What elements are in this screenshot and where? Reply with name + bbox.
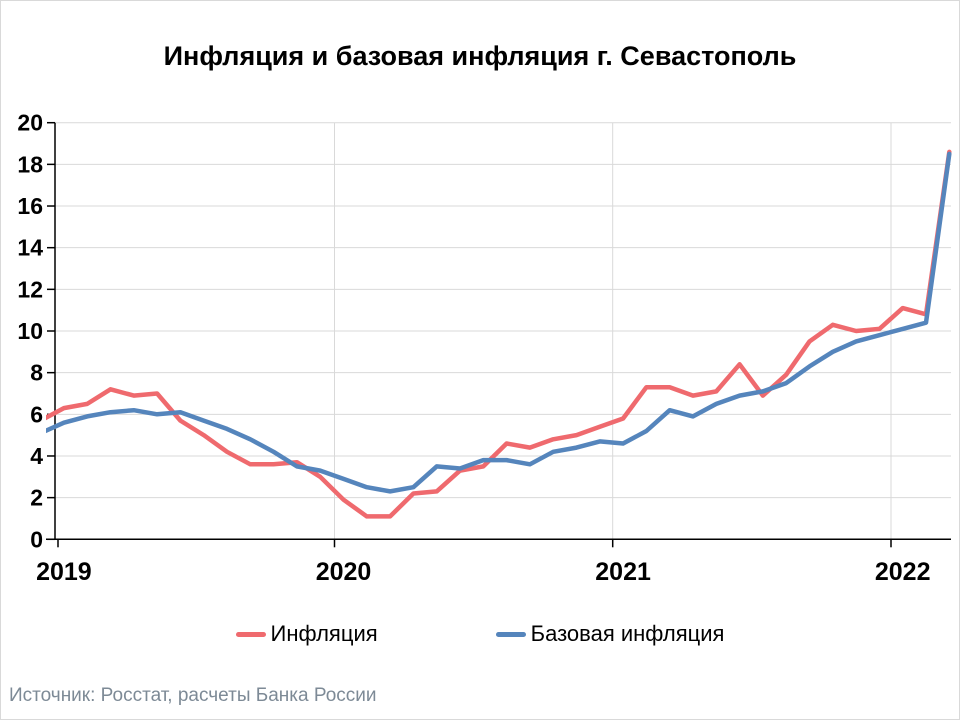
core-inflation-line-marker: [495, 631, 526, 637]
y-tick-label: 16: [17, 193, 43, 219]
y-tick-label: 12: [17, 276, 43, 302]
core-inflation-line: [46, 151, 952, 494]
inflation-line: [46, 149, 952, 519]
y-tick-label: 2: [30, 485, 43, 511]
inflation-line-marker: [235, 631, 266, 637]
legend-item-core-inflation: Базовая инфляция: [495, 621, 725, 647]
axes: [46, 121, 951, 548]
y-tick-label: 14: [17, 235, 43, 261]
axis-labels: 0 2 4 6 8 10 12 14 16 18 20 2019 2020 2021 2022: [17, 110, 930, 586]
y-tick-label: 8: [30, 360, 43, 386]
legend-item-inflation: Инфляция: [235, 621, 378, 647]
legend-label-core-inflation: Базовая инфляция: [530, 621, 725, 646]
chart-legend: Инфляция Базовая инфляция: [1, 618, 959, 650]
chart-title: Инфляция и базовая инфляция г. Севастопо…: [163, 41, 797, 71]
x-tick-label: 2019: [36, 558, 92, 586]
legend-label-inflation: Инфляция: [270, 621, 378, 646]
x-tick-label: 2021: [595, 558, 651, 586]
x-tick-label: 2022: [875, 558, 931, 586]
y-tick-label: 10: [17, 318, 43, 344]
y-tick-label: 6: [30, 401, 43, 427]
x-tick-label: 2020: [316, 558, 372, 586]
source-note: Источник: Росстат, расчеты Банка России: [9, 685, 377, 706]
y-tick-label: 18: [17, 151, 43, 177]
y-tick-label: 4: [30, 443, 43, 469]
y-tick-label: 0: [30, 526, 43, 552]
inflation-line-chart: 0 2 4 6 8 10 12 14 16 18 20 2019 2020 2021 2022: [17, 110, 952, 586]
gridlines: [55, 122, 951, 540]
y-tick-label: 20: [17, 110, 43, 136]
series-lines: [46, 149, 952, 519]
